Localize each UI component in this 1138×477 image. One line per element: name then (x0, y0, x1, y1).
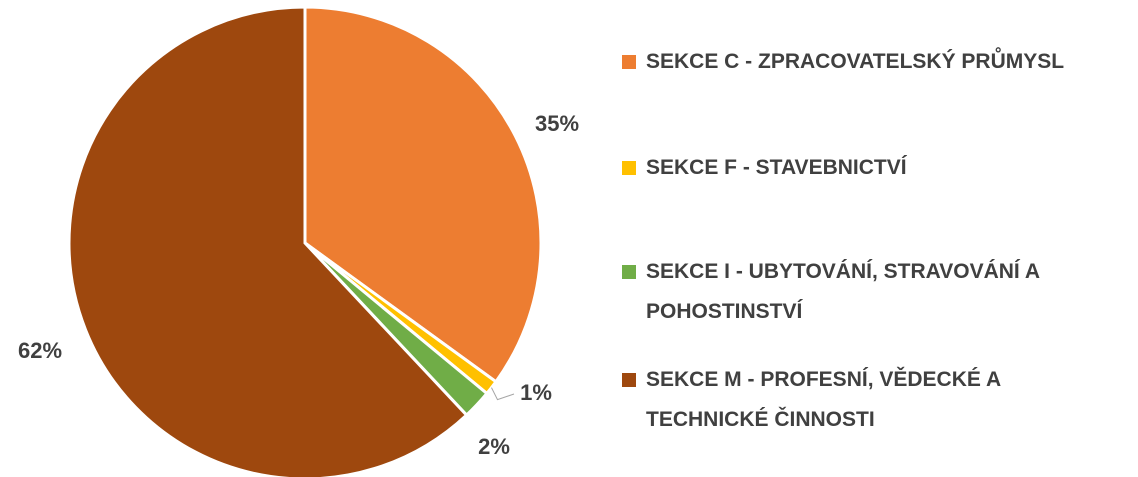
data-label: 62% (18, 338, 62, 363)
legend-swatch (622, 265, 636, 279)
legend-entry: SEKCE I - UBYTOVÁNÍ, STRAVOVÁNÍ A POHOST… (622, 252, 1122, 332)
legend-entry: SEKCE F - STAVEBNICTVÍ (622, 148, 1122, 188)
legend-swatch (622, 161, 636, 175)
legend-label: SEKCE I - UBYTOVÁNÍ, STRAVOVÁNÍ A POHOST… (646, 260, 1040, 323)
pie-slice (303, 5, 543, 384)
data-label: 35% (535, 111, 579, 136)
legend-label: SEKCE M - PROFESNÍ, VĚDECKÉ A TECHNICKÉ … (646, 368, 1001, 431)
legend-label: SEKCE C - ZPRACOVATELSKÝ PRŮMYSL (646, 50, 1065, 73)
legend-swatch (622, 373, 636, 387)
leader-line (491, 387, 515, 401)
pie-slice (67, 5, 469, 477)
legend-label: SEKCE F - STAVEBNICTVÍ (646, 156, 907, 179)
legend-swatch (622, 55, 636, 69)
legend-entry: SEKCE C - ZPRACOVATELSKÝ PRŮMYSL (622, 42, 1122, 82)
data-label: 2% (478, 434, 510, 459)
data-label: 1% (520, 380, 552, 405)
legend-entry: SEKCE M - PROFESNÍ, VĚDECKÉ A TECHNICKÉ … (622, 360, 1122, 440)
